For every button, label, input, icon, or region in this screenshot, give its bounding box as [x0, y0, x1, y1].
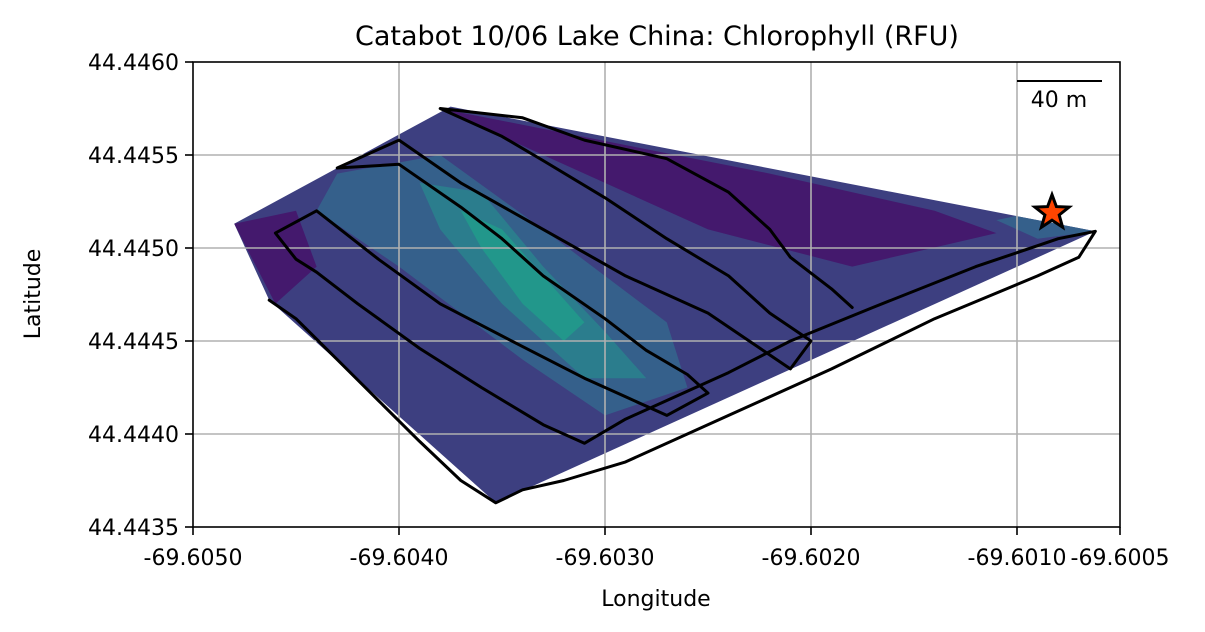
x-axis-title: Longitude	[601, 587, 710, 612]
x-tick-label: -69.6040	[350, 546, 449, 571]
x-tick-label: -69.6005	[1071, 546, 1170, 571]
y-tick-label: 44.4460	[88, 51, 179, 76]
y-tick-label: 44.4445	[88, 330, 179, 355]
x-tick-label: -69.6050	[144, 546, 243, 571]
y-axis: 44.4435 44.4440 44.4445 44.4450 44.4455 44.44…	[88, 51, 193, 541]
plot-area: 40 m	[192, 61, 1121, 528]
y-tick-label: 44.4450	[88, 237, 179, 262]
contour-band-deep	[234, 210, 317, 304]
y-tick-label: 44.4435	[88, 516, 179, 541]
y-axis-title: Latitude	[21, 249, 46, 340]
y-tick-label: 44.4455	[88, 144, 179, 169]
plot-frame	[192, 61, 1121, 528]
x-tick-label: -69.6010	[968, 546, 1067, 571]
x-tick-label: -69.6020	[762, 546, 861, 571]
scale-bar-label: 40 m	[1031, 88, 1087, 113]
x-axis: -69.6050 -69.6040 -69.6030 -69.6020 -69.6010…	[144, 527, 1170, 571]
start-star-marker	[1030, 190, 1074, 231]
scale-bar: 40 m	[1017, 80, 1102, 113]
catabot-track	[267, 107, 1097, 505]
x-tick-label: -69.6030	[556, 546, 655, 571]
grid	[193, 62, 1120, 527]
contour-bands	[234, 108, 1096, 416]
contour-band-high	[460, 210, 585, 341]
y-tick-label: 44.4440	[88, 423, 179, 448]
chart-title: Catabot 10/06 Lake China: Chlorophyll (R…	[355, 21, 959, 52]
